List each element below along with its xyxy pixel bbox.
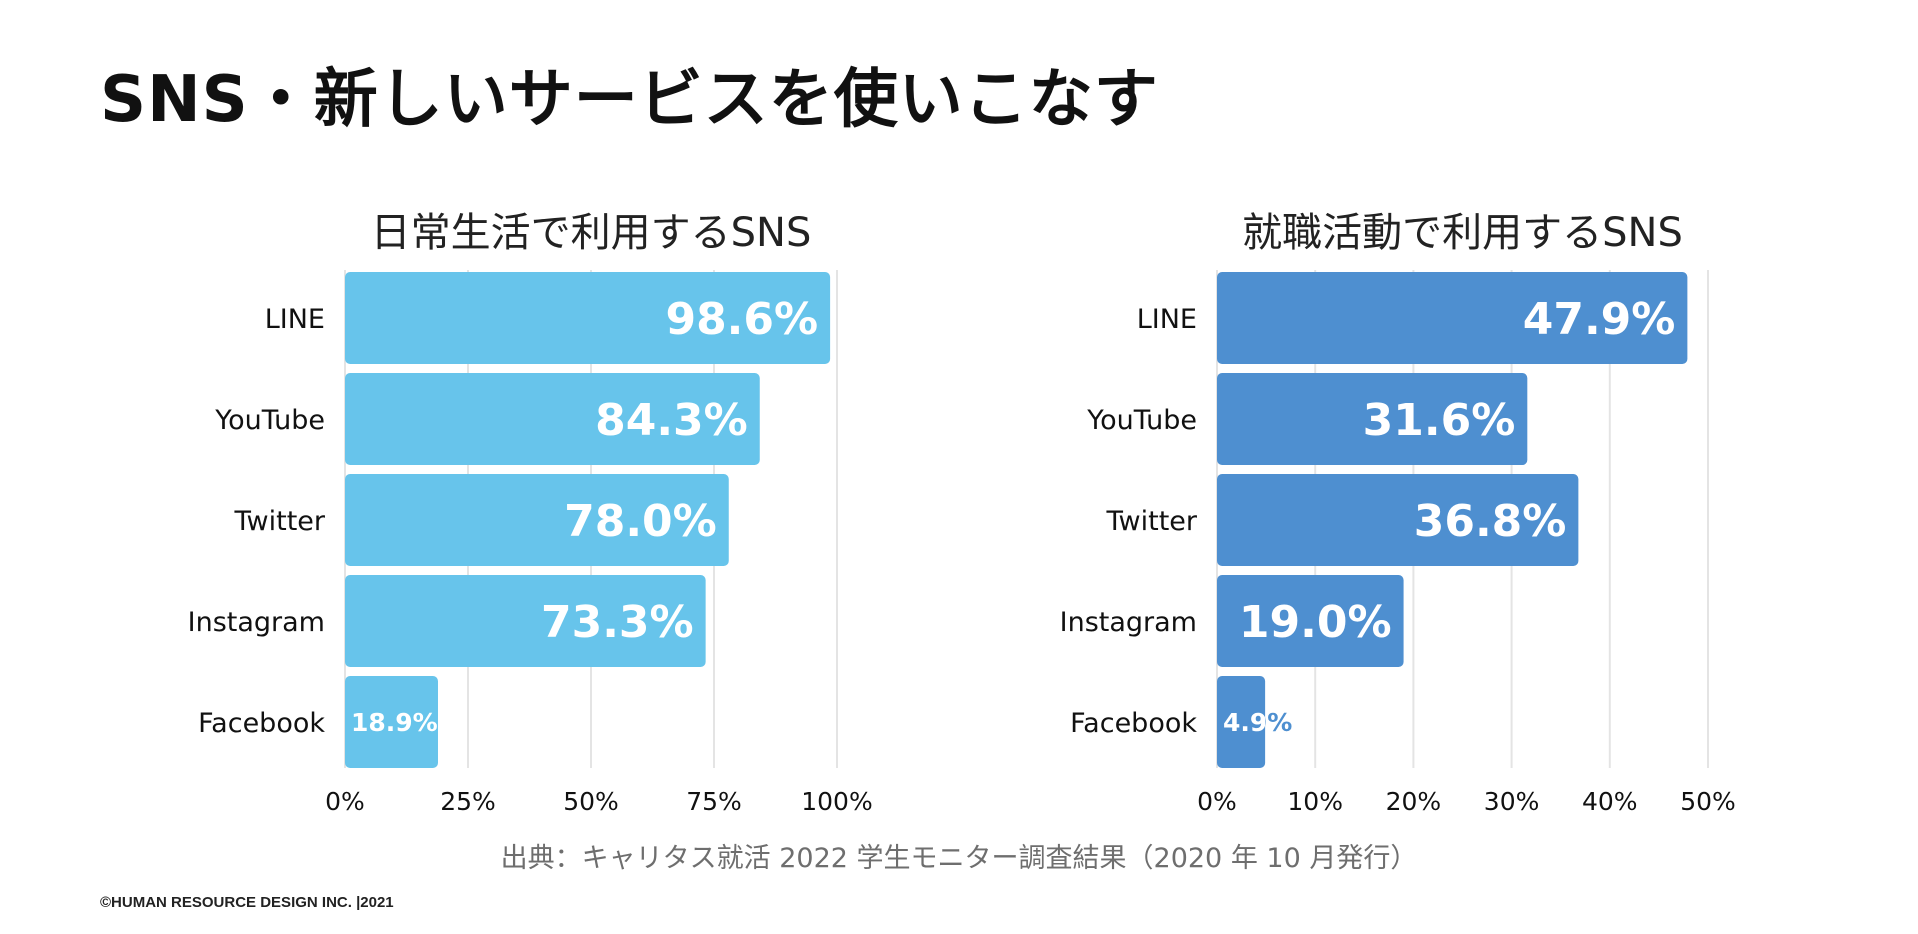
data-label: 18.9% (351, 708, 438, 737)
tick-label: 75% (686, 787, 742, 816)
category-label: Instagram (188, 607, 325, 638)
bar (1217, 676, 1266, 768)
chart-title: 就職活動で利用するSNS (1242, 210, 1683, 256)
category-label: LINE (1137, 304, 1197, 335)
bar (345, 272, 831, 364)
bar (1217, 373, 1528, 465)
bar (345, 373, 760, 465)
daily-sns-chart: 日常生活で利用するSNS 0% 25% 50% 75% 100% LINE 98.6% YouT… (188, 210, 873, 816)
data-label: 84.3% (595, 395, 748, 446)
category-label: Twitter (234, 506, 326, 537)
data-label: 4.9% (1223, 708, 1292, 737)
tick-label: 0% (1197, 787, 1237, 816)
category-label: LINE (265, 304, 325, 335)
bar (1217, 575, 1404, 667)
tick-label: 40% (1582, 787, 1638, 816)
tick-label: 50% (563, 787, 619, 816)
bar (345, 676, 438, 768)
data-label-overflow: 4.9% (1223, 708, 1292, 737)
chart-title: 日常生活で利用するSNS (371, 210, 812, 256)
tick-label: 10% (1287, 787, 1343, 816)
data-label: 98.6% (665, 294, 818, 345)
category-label: Instagram (1060, 607, 1197, 638)
data-label: 78.0% (564, 496, 717, 547)
source-note: 出典：キャリタス就活 2022 学生モニター調査結果（2020 年 10 月発行… (500, 843, 1418, 874)
data-label: 31.6% (1363, 395, 1516, 446)
category-label: Facebook (198, 708, 325, 739)
category-label: YouTube (1086, 405, 1197, 436)
bar (1217, 474, 1579, 566)
data-label: 19.0% (1239, 597, 1392, 648)
page-title: SNS・新しいサービスを使いこなす (100, 63, 1159, 137)
category-label: Facebook (1070, 708, 1197, 739)
data-label: 47.9% (1523, 294, 1676, 345)
data-label: 73.3% (541, 597, 694, 648)
category-label: Twitter (1106, 506, 1198, 537)
copyright: ©HUMAN RESOURCE DESIGN INC. |2021 (100, 894, 394, 911)
tick-label: 30% (1484, 787, 1540, 816)
tick-label: 100% (801, 787, 872, 816)
tick-label: 25% (440, 787, 496, 816)
data-label: 36.8% (1414, 496, 1567, 547)
bar (345, 575, 706, 667)
job-hunting-sns-chart: 就職活動で利用するSNS 0% 10% 20% 30% 40% 50% LINE 47.9% Yo… (1060, 210, 1736, 816)
tick-label: 20% (1386, 787, 1442, 816)
bar (345, 474, 729, 566)
bar (1217, 272, 1688, 364)
category-label: YouTube (214, 405, 325, 436)
tick-label: 0% (325, 787, 365, 816)
tick-label: 50% (1680, 787, 1736, 816)
